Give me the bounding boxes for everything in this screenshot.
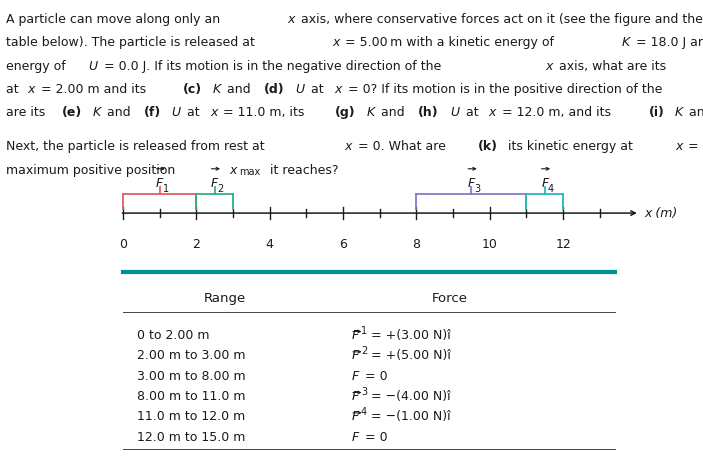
Text: 4: 4 [361,407,367,418]
Text: 2: 2 [217,184,224,194]
Text: (c): (c) [183,83,202,96]
Text: = 18.0 J and a potential: = 18.0 J and a potential [632,36,703,49]
Text: 0: 0 [119,238,127,251]
Text: x: x [332,36,340,49]
Text: = −(4.00 N)î: = −(4.00 N)î [366,390,450,403]
Text: x: x [488,106,496,119]
Text: = 0: = 0 [361,430,387,444]
Text: 12: 12 [555,238,571,251]
Text: 1: 1 [361,326,367,336]
Text: (d): (d) [264,83,285,96]
Text: at: at [6,83,22,96]
Text: Next, the particle is released from rest at: Next, the particle is released from rest… [6,140,269,153]
Text: energy of: energy of [6,60,70,72]
Text: Range: Range [204,292,246,305]
Text: = +(5.00 N)î: = +(5.00 N)î [366,349,451,362]
Text: x: x [210,106,217,119]
Text: F: F [541,177,548,190]
Text: at: at [183,106,204,119]
Text: 3: 3 [475,184,480,194]
Text: = 12.0 m, and its: = 12.0 m, and its [498,106,614,119]
Text: F: F [352,410,359,423]
Text: 11.0 m to 12.0 m: 11.0 m to 12.0 m [137,410,245,423]
Text: x: x [287,13,295,26]
Text: U: U [450,106,459,119]
Text: (f): (f) [144,106,162,119]
Text: = 11.0 m, its: = 11.0 m, its [219,106,309,119]
Text: F: F [352,329,359,342]
Text: 0 to 2.00 m: 0 to 2.00 m [137,329,209,342]
Text: Force: Force [432,292,468,305]
Text: = −(1.00 N)î: = −(1.00 N)î [366,410,450,423]
Text: U: U [172,106,181,119]
Text: 2: 2 [361,346,367,357]
Text: F: F [352,349,359,362]
Text: x: x [344,140,352,153]
Text: 6: 6 [339,238,347,251]
Text: A particle can move along only an: A particle can move along only an [6,13,224,26]
Text: 10: 10 [482,238,498,251]
Text: x: x [675,140,683,153]
Text: x: x [229,164,236,176]
Text: are its: are its [6,106,49,119]
Text: 8.00 m to 11.0 m: 8.00 m to 11.0 m [137,390,245,403]
Text: = 2.00 m and its: = 2.00 m and its [37,83,150,96]
Text: 4: 4 [266,238,273,251]
Text: at: at [462,106,482,119]
Text: K: K [212,83,221,96]
Text: and: and [103,106,135,119]
Text: = 0: = 0 [361,370,387,383]
Text: = 0? If its motion is in the positive direction of the: = 0? If its motion is in the positive di… [344,83,666,96]
Text: K: K [674,106,683,119]
Text: 4: 4 [548,184,554,194]
Text: = +(3.00 N)î: = +(3.00 N)î [366,329,451,342]
Text: and: and [685,106,703,119]
Text: at: at [307,83,328,96]
Text: U: U [296,83,304,96]
Text: and: and [223,83,254,96]
Text: axis, where conservative forces act on it (see the figure and the: axis, where conservative forces act on i… [297,13,702,26]
Text: 12.0 m to 15.0 m: 12.0 m to 15.0 m [137,430,245,444]
Text: x: x [27,83,34,96]
Text: F: F [352,370,359,383]
Text: (h): (h) [418,106,439,119]
Text: = 0. What are: = 0. What are [354,140,450,153]
Text: maximum positive position: maximum positive position [6,164,179,176]
Text: F: F [156,177,163,190]
Text: x: x [545,60,553,72]
Text: K: K [621,36,630,49]
Text: F: F [211,177,219,190]
Text: K: K [366,106,375,119]
Text: 1: 1 [162,184,169,194]
Text: F: F [352,390,359,403]
Text: 3: 3 [361,387,367,397]
Text: = 0.0 J. If its motion is in the negative direction of the: = 0.0 J. If its motion is in the negativ… [100,60,445,72]
Text: U: U [88,60,97,72]
Text: 8: 8 [413,238,420,251]
Text: 3.00 m to 8.00 m: 3.00 m to 8.00 m [137,370,246,383]
Text: x: x [334,83,342,96]
Text: 2: 2 [193,238,200,251]
Text: axis, what are its: axis, what are its [555,60,670,72]
Text: = 5.0 m and: = 5.0 m and [685,140,703,153]
Text: (k): (k) [478,140,498,153]
Text: its kinetic energy at: its kinetic energy at [503,140,636,153]
Text: (g): (g) [335,106,356,119]
Text: and: and [378,106,409,119]
Text: x (m): x (m) [645,207,678,219]
Text: F: F [352,430,359,444]
Text: max: max [239,167,260,177]
Text: K: K [93,106,101,119]
Text: (e): (e) [61,106,82,119]
Text: (i): (i) [649,106,664,119]
Text: table below). The particle is released at: table below). The particle is released a… [6,36,259,49]
Text: it reaches?: it reaches? [266,164,339,176]
Text: = 5.00 m with a kinetic energy of: = 5.00 m with a kinetic energy of [342,36,558,49]
Text: 2.00 m to 3.00 m: 2.00 m to 3.00 m [137,349,245,362]
Text: F: F [467,177,475,190]
